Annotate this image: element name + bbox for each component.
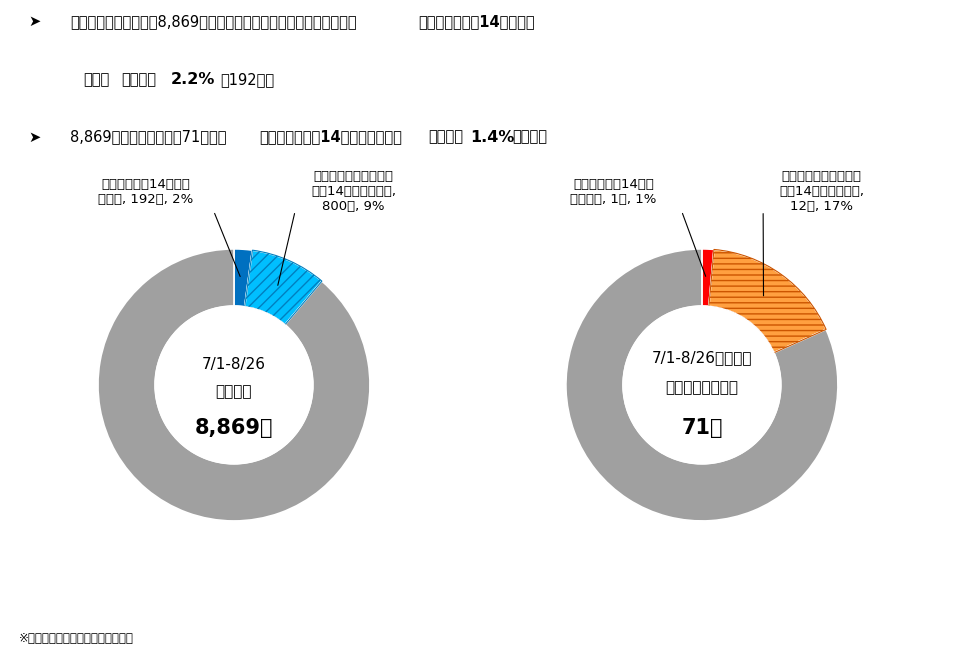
Text: したのは: したのは [429, 130, 463, 145]
Wedge shape [244, 250, 322, 325]
Text: ２回目接種後14日以降
に発症, 192名, 2%: ２回目接種後14日以降 に発症, 192名, 2% [98, 178, 193, 206]
Text: 接種歴なし・不明,
58名, 82%: 接種歴なし・不明, 58名, 82% [665, 562, 739, 594]
Text: 7/1-8/26: 7/1-8/26 [202, 357, 266, 372]
Text: 2.2%: 2.2% [170, 72, 215, 87]
Text: 発症」: 発症」 [84, 72, 110, 87]
Text: 1.4%: 1.4% [471, 130, 515, 145]
Text: １回目接種・２回目接
種後14日未満に発症,
800名, 9%: １回目接種・２回目接 種後14日未満に発症, 800名, 9% [311, 170, 396, 213]
Wedge shape [566, 249, 838, 521]
Text: ➤: ➤ [29, 14, 46, 29]
Text: ➤: ➤ [29, 130, 46, 145]
Text: 「２回目接種後14日以降に発症」: 「２回目接種後14日以降に発症」 [260, 130, 403, 145]
Text: １回目接種・２回目接
種後14日未満に発症,
12名, 17%: １回目接種・２回目接 種後14日未満に発症, 12名, 17% [779, 170, 864, 213]
Text: 接種歴なし・不明,
7877名, 89%: 接種歴なし・不明, 7877名, 89% [190, 562, 278, 594]
Text: 7/1-8/26の陽性者: 7/1-8/26の陽性者 [651, 350, 753, 365]
Circle shape [623, 306, 781, 464]
Circle shape [155, 306, 313, 464]
Text: 8,869名: 8,869名 [195, 418, 273, 438]
Text: ※無症状者については診断日で判断: ※無症状者については診断日で判断 [19, 632, 134, 645]
Wedge shape [98, 249, 370, 521]
Wedge shape [702, 249, 714, 307]
Text: （192名）: （192名） [220, 72, 274, 87]
Text: のうち、重症者数: のうち、重症者数 [666, 380, 738, 395]
Text: ２回目接種後14日以
降に発症, 1名, 1%: ２回目接種後14日以 降に発症, 1名, 1% [570, 178, 657, 206]
Wedge shape [234, 249, 252, 307]
Text: 71名: 71名 [681, 418, 723, 438]
Text: したのは: したのは [120, 72, 156, 87]
Wedge shape [709, 249, 826, 353]
Text: 8,869名のうち重症者は71名で、: 8,869名のうち重症者は71名で、 [70, 130, 226, 145]
Text: ７月以降の新規陽性者8,869名のうち、ワクチンの効果が期待できる: ７月以降の新規陽性者8,869名のうち、ワクチンの効果が期待できる [70, 14, 356, 29]
Text: 「２回目接種後14日以降に: 「２回目接種後14日以降に [418, 14, 535, 29]
Text: 陽性者数: 陽性者数 [216, 384, 252, 399]
Text: （１名）: （１名） [513, 130, 548, 145]
